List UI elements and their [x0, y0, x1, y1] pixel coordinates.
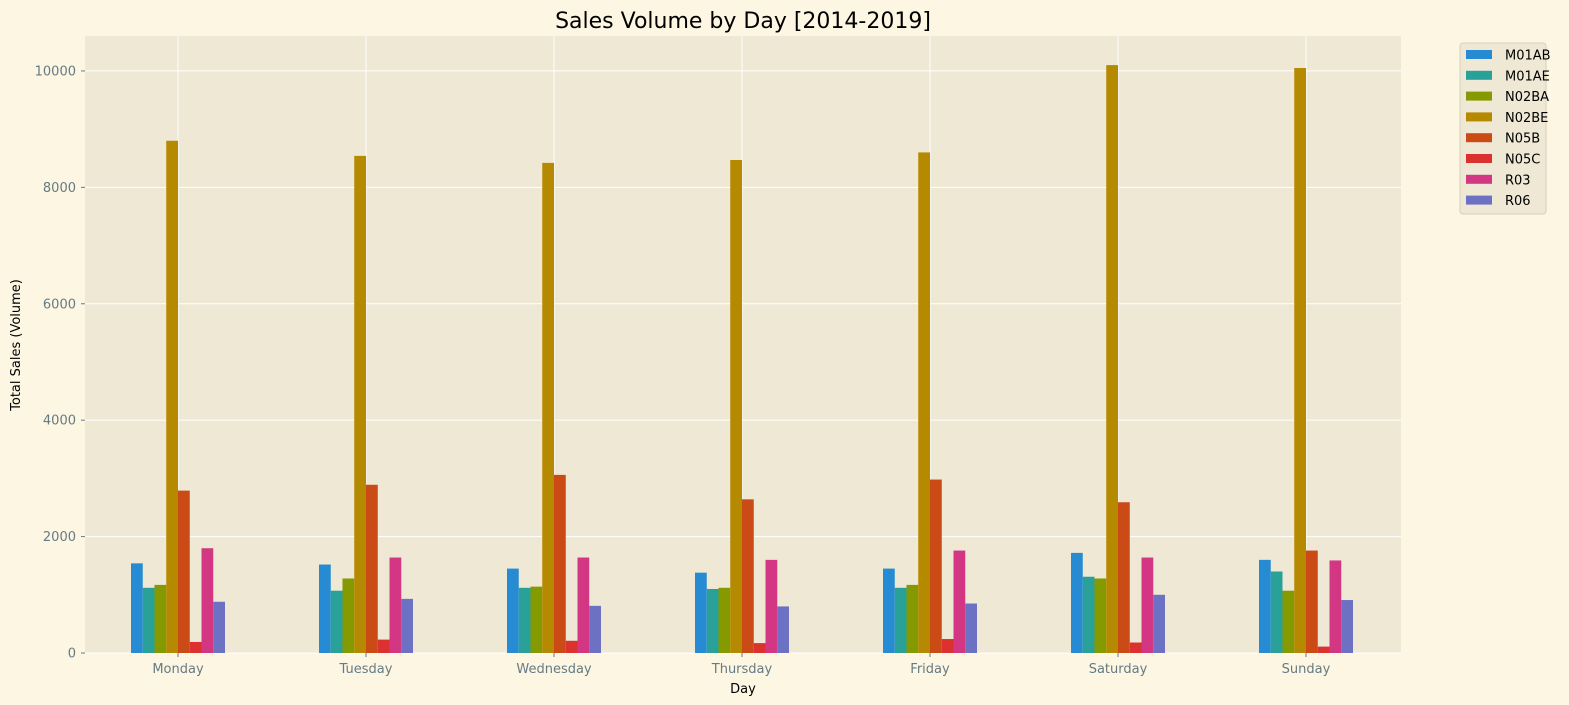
bar-m01ab-saturday [1071, 552, 1083, 653]
bar-m01ab-sunday [1259, 559, 1271, 653]
bar-n02be-tuesday [354, 155, 366, 654]
bar-n05b-wednesday [554, 474, 566, 653]
bar-r06-tuesday [401, 598, 413, 653]
x-tick-label: Tuesday [339, 662, 393, 677]
chart-title: Sales Volume by Day [2014-2019] [555, 9, 931, 34]
legend-label-n02ba: N02BA [1505, 90, 1549, 105]
bar-n05b-tuesday [366, 484, 378, 653]
bar-n05b-sunday [1306, 550, 1318, 653]
bar-r03-wednesday [577, 557, 590, 653]
bar-n05c-saturday [1129, 642, 1142, 653]
bar-r06-sunday [1341, 600, 1353, 653]
bar-m01ae-thursday [706, 588, 719, 653]
bar-r06-saturday [1153, 594, 1165, 653]
x-axis-ticks: Monday Tuesday Wednesday Thursday Friday Satu… [152, 653, 1331, 677]
legend-label-n05b: N05B [1505, 132, 1540, 147]
legend-swatch-r03 [1466, 174, 1492, 184]
legend-swatch-m01ab [1466, 50, 1492, 59]
bar-m01ab-thursday [695, 572, 707, 653]
bar-r03-saturday [1141, 557, 1154, 653]
bar-n02ba-saturday [1094, 578, 1107, 653]
legend: M01AB M01AE N02BA N02BE N05B N05C R03 R06 [1459, 42, 1551, 215]
legend-label-m01ab: M01AB [1505, 49, 1551, 64]
bar-m01ae-tuesday [330, 590, 343, 653]
bar-m01ae-monday [142, 587, 155, 653]
bars-group [131, 65, 1353, 654]
legend-swatch-n02ba [1466, 91, 1492, 101]
bar-n02ba-sunday [1282, 590, 1295, 653]
y-axis-ticks: 0 2000 4000 6000 8000 10000 [35, 64, 85, 662]
legend-label-n02be: N02BE [1505, 111, 1548, 126]
bar-n02ba-wednesday [530, 586, 543, 653]
y-axis-label: Total Sales (Volume) [9, 279, 24, 412]
bar-n02ba-monday [154, 584, 167, 653]
bar-m01ab-monday [131, 563, 143, 653]
x-tick-label: Wednesday [516, 662, 592, 677]
bar-m01ab-wednesday [507, 568, 519, 653]
bar-n05c-thursday [753, 643, 766, 653]
bar-n05b-friday [930, 479, 942, 653]
legend-swatch-n05b [1466, 133, 1492, 143]
legend-swatch-m01ae [1466, 70, 1492, 80]
bar-n05b-saturday [1118, 502, 1130, 653]
bar-n02ba-tuesday [342, 578, 355, 653]
y-tick-label: 8000 [43, 181, 76, 196]
x-tick-label: Sunday [1282, 662, 1331, 677]
legend-label-r06: R06 [1505, 194, 1531, 209]
bar-r03-sunday [1329, 560, 1342, 653]
bar-n05b-monday [178, 490, 190, 653]
bar-n05c-tuesday [377, 639, 390, 653]
bar-n02ba-friday [906, 584, 919, 653]
y-tick-label: 2000 [43, 530, 76, 545]
legend-label-m01ae: M01AE [1505, 69, 1550, 84]
bar-r06-monday [213, 601, 225, 653]
y-tick-label: 10000 [35, 64, 76, 79]
bar-m01ae-friday [894, 587, 907, 653]
bar-n02be-saturday [1106, 65, 1118, 654]
bar-n02be-wednesday [542, 162, 554, 653]
bar-r03-thursday [765, 559, 778, 653]
bar-n05b-thursday [742, 499, 754, 653]
y-tick-label: 0 [68, 647, 76, 662]
bar-n02ba-thursday [718, 587, 731, 653]
bar-r03-friday [953, 550, 966, 653]
bar-n02be-friday [918, 152, 930, 653]
bar-m01ae-wednesday [518, 587, 531, 653]
bar-r03-tuesday [389, 557, 402, 653]
bar-n05c-sunday [1317, 646, 1330, 653]
y-tick-label: 4000 [43, 414, 76, 429]
bar-n05c-monday [189, 641, 202, 653]
bar-r06-thursday [777, 606, 789, 653]
x-axis-label: Day [730, 682, 756, 697]
legend-frame [1459, 42, 1547, 215]
legend-label-n05c: N05C [1505, 153, 1540, 168]
x-tick-label: Saturday [1089, 662, 1148, 677]
bar-r03-monday [201, 548, 214, 653]
x-tick-label: Monday [152, 662, 204, 677]
x-tick-label: Thursday [711, 662, 773, 677]
bar-n02be-sunday [1294, 68, 1306, 653]
bar-r06-wednesday [589, 605, 601, 653]
legend-swatch-n02be [1466, 112, 1492, 122]
x-tick-label: Friday [910, 662, 950, 677]
bar-n05c-wednesday [565, 640, 578, 653]
bar-n05c-friday [941, 639, 954, 653]
legend-label-r03: R03 [1505, 173, 1531, 188]
bar-m01ae-sunday [1270, 571, 1283, 653]
y-tick-label: 6000 [43, 297, 76, 312]
bar-m01ab-tuesday [319, 564, 331, 653]
bar-n02be-monday [166, 140, 178, 654]
bar-m01ae-saturday [1082, 576, 1095, 653]
bar-r06-friday [965, 603, 977, 653]
bar-m01ab-friday [883, 568, 895, 653]
legend-swatch-r06 [1466, 195, 1492, 205]
bar-n02be-thursday [730, 159, 742, 654]
legend-swatch-n05c [1466, 154, 1492, 163]
